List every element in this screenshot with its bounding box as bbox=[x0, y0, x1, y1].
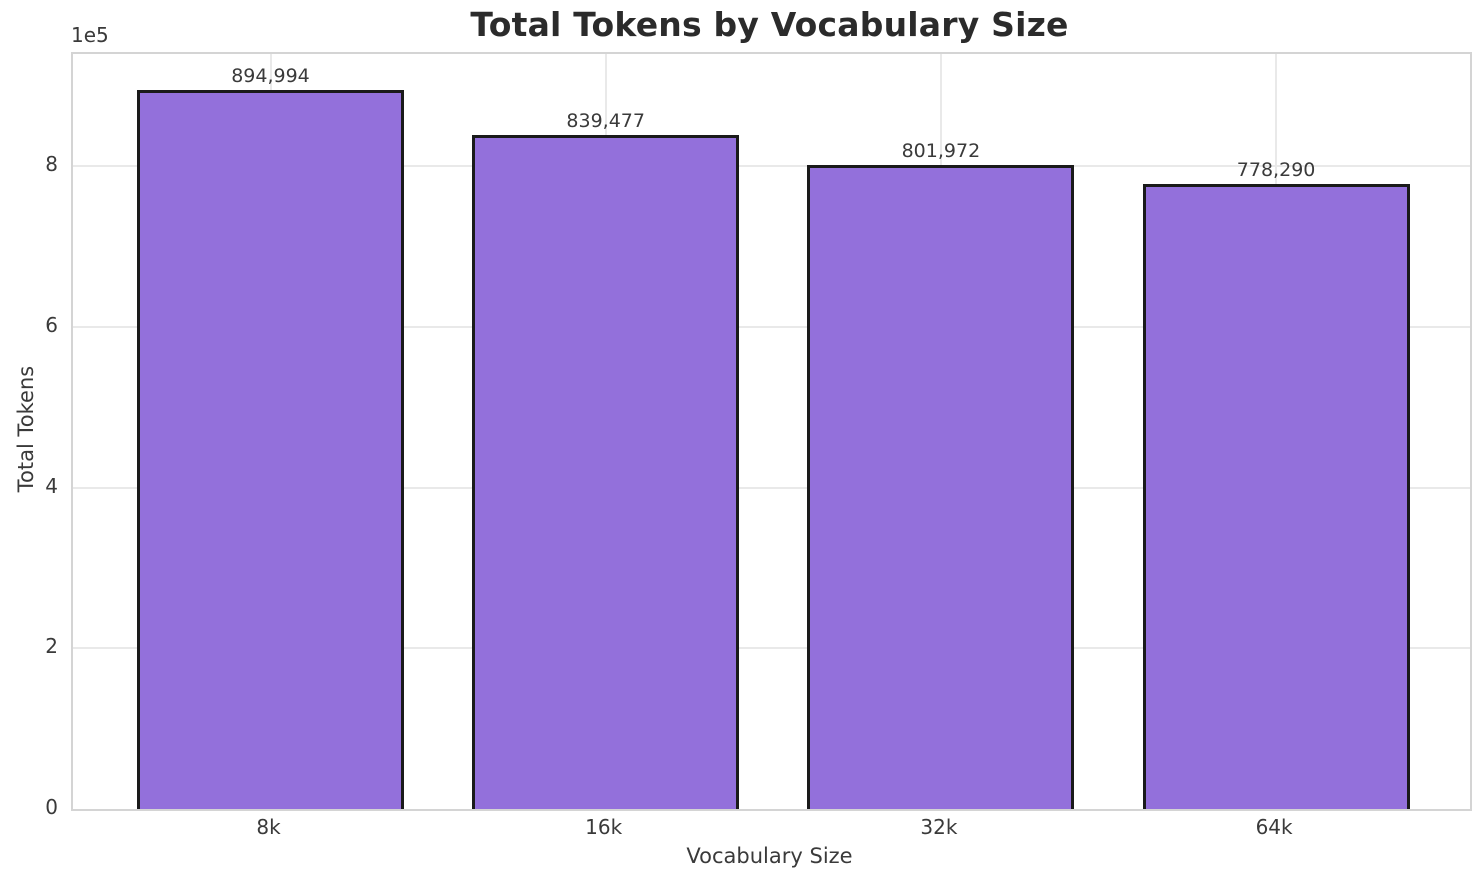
x-tick-label-8k: 8k bbox=[256, 815, 281, 839]
bar-16k bbox=[472, 134, 740, 809]
y-tick-label: 0 bbox=[45, 795, 58, 819]
x-tick-label-32k: 32k bbox=[920, 815, 958, 839]
y-tick-label: 8 bbox=[45, 152, 58, 177]
gridline-horizontal bbox=[73, 325, 1470, 328]
bar-64k bbox=[1142, 183, 1410, 809]
bar-value-label: 894,994 bbox=[231, 64, 310, 87]
x-tick-label-16k: 16k bbox=[585, 815, 623, 839]
bar-value-label: 839,477 bbox=[566, 109, 645, 132]
bar-32k bbox=[807, 164, 1075, 809]
plot-area: 894,994 839,477 801,972 778,290 bbox=[71, 52, 1472, 811]
y-axis-offset-label: 1e5 bbox=[71, 23, 109, 47]
gridline-horizontal bbox=[73, 647, 1470, 650]
bar-value-label: 778,290 bbox=[1236, 158, 1316, 181]
gridline-horizontal bbox=[73, 486, 1470, 489]
x-tick-label-64k: 64k bbox=[1255, 815, 1293, 839]
x-axis-label: Vocabulary Size bbox=[686, 844, 853, 868]
chart-title: Total Tokens by Vocabulary Size bbox=[470, 5, 1069, 44]
y-tick-label: 2 bbox=[45, 634, 58, 659]
y-axis-label: Total Tokens bbox=[14, 365, 38, 493]
gridline-horizontal bbox=[73, 165, 1470, 168]
bar-8k bbox=[137, 89, 404, 809]
y-tick-label: 6 bbox=[45, 312, 58, 337]
bar-value-label: 801,972 bbox=[901, 139, 981, 162]
y-tick-label: 4 bbox=[45, 473, 58, 498]
